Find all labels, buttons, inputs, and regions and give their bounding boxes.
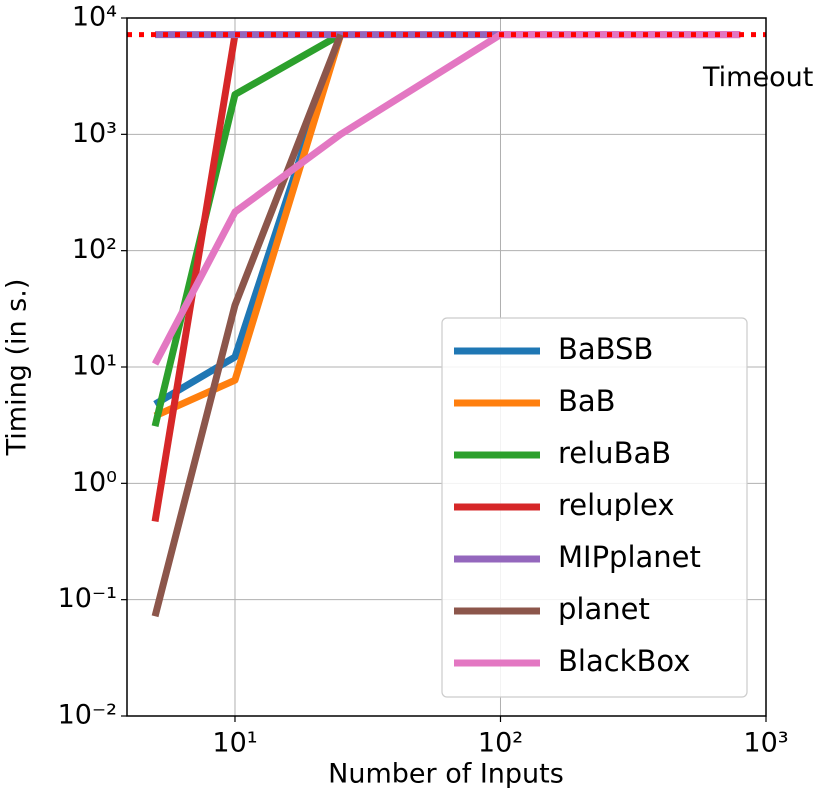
y-tick-label: 10⁴ [72, 2, 117, 33]
y-axis-label: Timing (in s.) [2, 279, 33, 457]
y-tick-label: 10⁰ [72, 467, 117, 498]
y-tick-label: 10⁻¹ [58, 583, 117, 614]
line [151, 33, 344, 618]
x-axis-label: Number of Inputs [328, 759, 564, 790]
y-tick-label: 10² [72, 234, 117, 265]
line [151, 34, 239, 523]
legend-box [441, 317, 748, 698]
x-tick-label: 10² [478, 728, 523, 759]
y-tick-label: 10⁻² [58, 700, 117, 731]
y-tick-label: 10¹ [72, 351, 117, 382]
annotation: Timeout [702, 62, 813, 93]
x-tick-label: 10³ [743, 728, 788, 759]
legend-label: MIPplanet [558, 540, 701, 574]
axes-frame [126, 17, 767, 717]
legend-label: planet [558, 592, 650, 626]
legend-label: reluplex [558, 488, 675, 522]
legend-label: BlackBox [558, 644, 690, 678]
line [153, 33, 344, 420]
legend-label: BaBSB [558, 332, 653, 366]
x-tick-label: 10¹ [212, 728, 257, 759]
line [151, 31, 741, 366]
legend-label: BaB [558, 384, 616, 418]
y-tick-label: 10³ [72, 118, 117, 149]
legend-label: reluBaB [558, 436, 671, 470]
